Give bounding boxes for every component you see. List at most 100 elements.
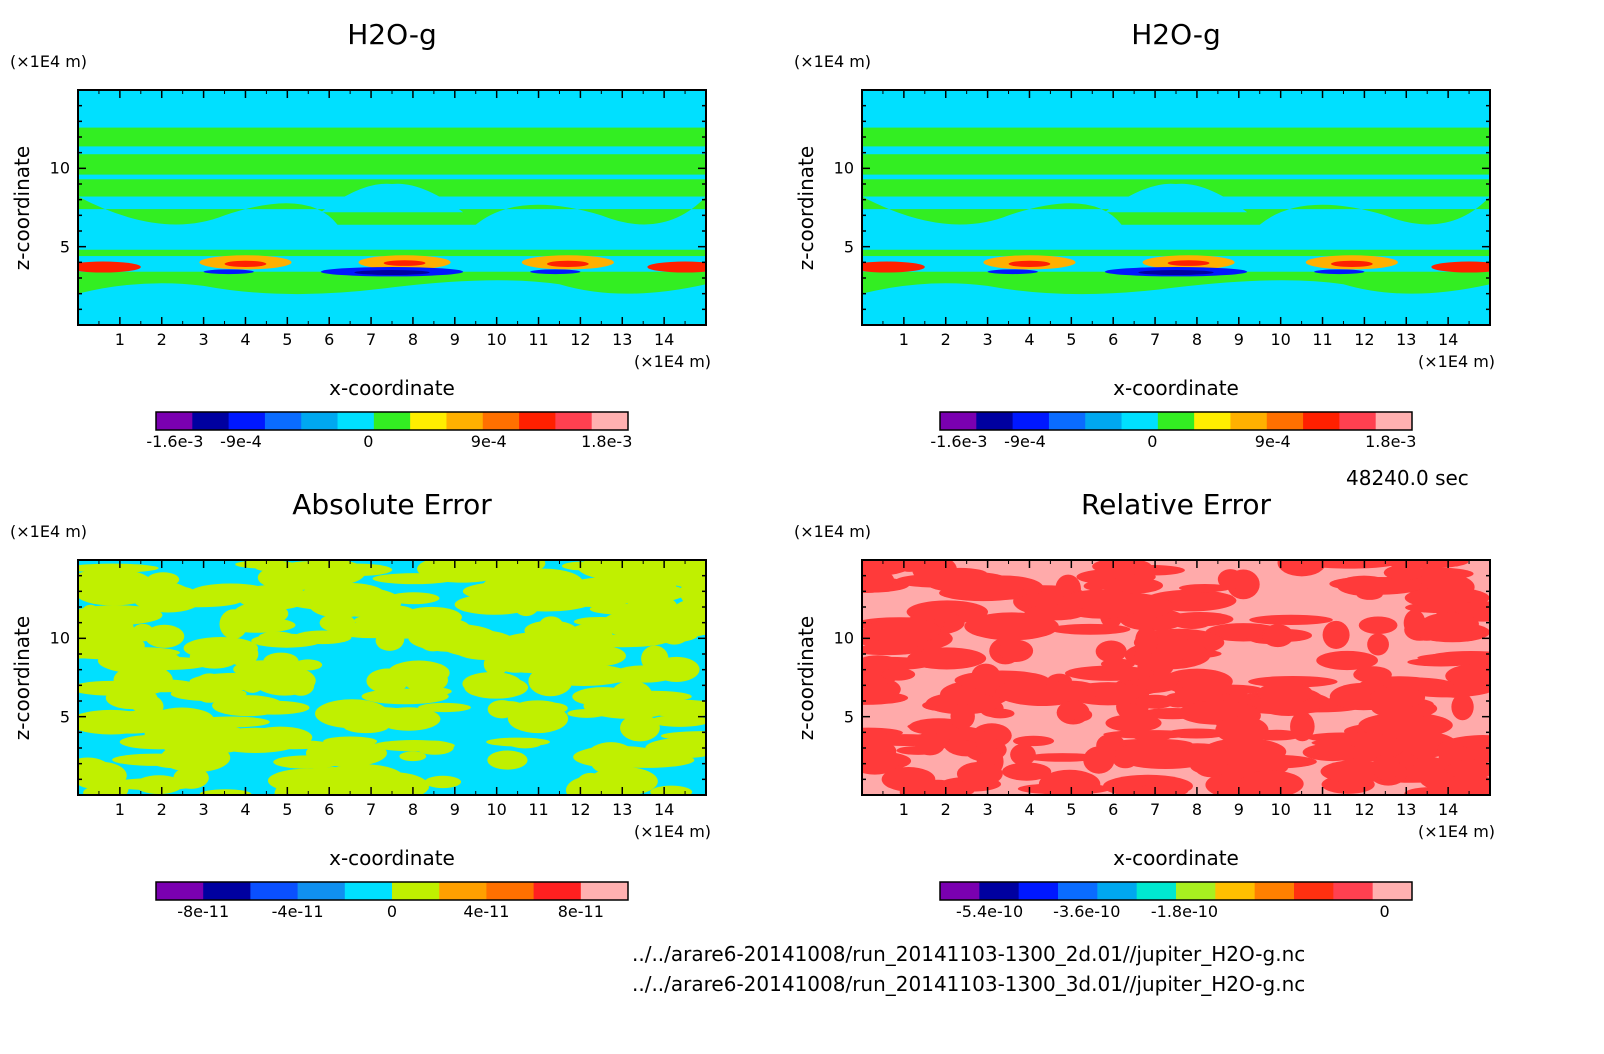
- colorbar-swatch: [410, 412, 447, 430]
- colorbar-swatch: [1097, 882, 1138, 900]
- anomaly-contour: [1431, 261, 1490, 273]
- error-contour: [1136, 783, 1189, 795]
- x-axis-label: x-coordinate: [329, 846, 455, 870]
- x-tick-label: 12: [570, 330, 591, 349]
- error-contour: [1002, 762, 1052, 781]
- error-contour: [315, 603, 340, 612]
- error-contour: [1277, 560, 1326, 577]
- anomaly-contour: [1167, 260, 1210, 266]
- error-contour: [528, 637, 588, 660]
- error-contour: [617, 669, 676, 679]
- plot-area: [77, 89, 707, 326]
- x-tick-label: 12: [1354, 330, 1375, 349]
- colorbar-swatch: [301, 412, 339, 430]
- colorbar-swatch: [344, 882, 393, 900]
- y-unit-label: (×1E4 m): [10, 522, 88, 541]
- error-contour: [631, 573, 677, 596]
- error-contour: [1095, 640, 1127, 663]
- error-contour: [950, 703, 975, 730]
- error-contour: [78, 709, 153, 735]
- colorbar-swatch: [1303, 412, 1340, 430]
- y-axis-label: z-coordinate: [794, 615, 818, 741]
- plot-area: [77, 559, 707, 796]
- x-tick-label: 14: [1437, 800, 1459, 819]
- error-contour: [1071, 708, 1093, 722]
- x-tick-label: 9: [1233, 800, 1244, 819]
- error-contour: [1420, 612, 1479, 636]
- anomaly-contour: [203, 269, 254, 275]
- x-tick-label: 14: [1437, 330, 1459, 349]
- error-contour: [144, 624, 185, 648]
- error-contour: [111, 778, 198, 791]
- colorbar-swatch: [519, 412, 556, 430]
- moisture-band: [862, 154, 1490, 175]
- colorbar-swatch: [1266, 412, 1304, 430]
- error-contour: [1322, 620, 1350, 649]
- x-tick-label: 2: [156, 330, 167, 349]
- error-contour: [255, 563, 352, 574]
- colorbar-swatch: [446, 412, 484, 430]
- error-contour: [865, 617, 941, 644]
- error-contour: [683, 599, 706, 609]
- error-contour: [487, 700, 517, 719]
- colorbar-swatch: [1230, 412, 1268, 430]
- colorbar-swatch: [337, 412, 375, 430]
- error-contour: [309, 591, 371, 618]
- error-contour: [372, 573, 456, 585]
- error-contour: [567, 709, 607, 718]
- x-tick-label: 8: [407, 330, 419, 349]
- error-contour: [1134, 694, 1176, 709]
- error-contour: [964, 612, 1059, 641]
- file-path-2: ../../arare6-20141008/run_20141103-1300_…: [632, 972, 1306, 996]
- anomaly-contour: [383, 260, 426, 266]
- x-unit-label: (×1E4 m): [634, 822, 712, 841]
- x-tick-label: 2: [940, 800, 951, 819]
- x-tick-label: 6: [1108, 330, 1119, 349]
- error-contour: [907, 722, 956, 731]
- error-contour: [462, 581, 559, 602]
- error-contour: [399, 751, 427, 762]
- error-contour: [1099, 682, 1129, 693]
- error-contour: [650, 715, 706, 727]
- colorbar-tick-label: -3.6e-10: [1053, 902, 1121, 921]
- x-tick-label: 8: [1191, 800, 1203, 819]
- anomaly-contour: [224, 260, 267, 268]
- error-contour: [1217, 569, 1243, 590]
- error-contour: [462, 671, 522, 696]
- error-contour: [1040, 680, 1101, 702]
- colorbar-tick-label: 8e-11: [557, 902, 604, 921]
- error-contour: [1140, 707, 1205, 720]
- y-tick-label: 5: [59, 707, 70, 727]
- colorbar-tick-label: -1.6e-3: [146, 432, 204, 451]
- error-contour: [1358, 616, 1398, 635]
- error-contour: [1038, 769, 1101, 795]
- error-contour: [1367, 633, 1389, 656]
- error-contour: [998, 639, 1034, 662]
- colorbar-tick-label: 0: [1147, 432, 1158, 451]
- error-contour: [1407, 657, 1475, 667]
- colorbar-swatch: [439, 882, 487, 900]
- colorbar-tick-label: 9e-4: [1254, 432, 1291, 451]
- error-contour: [199, 789, 252, 795]
- error-contour: [237, 700, 310, 715]
- error-contour: [1025, 753, 1100, 762]
- error-contour: [1135, 626, 1158, 656]
- error-contour: [862, 749, 900, 775]
- error-contour: [183, 637, 259, 660]
- colorbar-swatch: [486, 882, 535, 900]
- error-contour: [1303, 560, 1397, 569]
- error-contour: [1442, 774, 1490, 795]
- error-contour: [90, 608, 132, 617]
- error-contour: [573, 616, 627, 627]
- error-contour: [387, 592, 440, 605]
- colorbar-swatch: [156, 882, 204, 900]
- error-contour: [401, 606, 462, 628]
- error-contour: [1174, 685, 1227, 697]
- y-tick-label: 10: [833, 158, 854, 178]
- error-contour: [1446, 759, 1490, 780]
- error-contour: [1178, 583, 1231, 593]
- x-tick-label: 1: [114, 330, 125, 349]
- error-contour: [319, 613, 356, 633]
- error-contour: [1257, 681, 1313, 705]
- error-contour: [1371, 754, 1401, 781]
